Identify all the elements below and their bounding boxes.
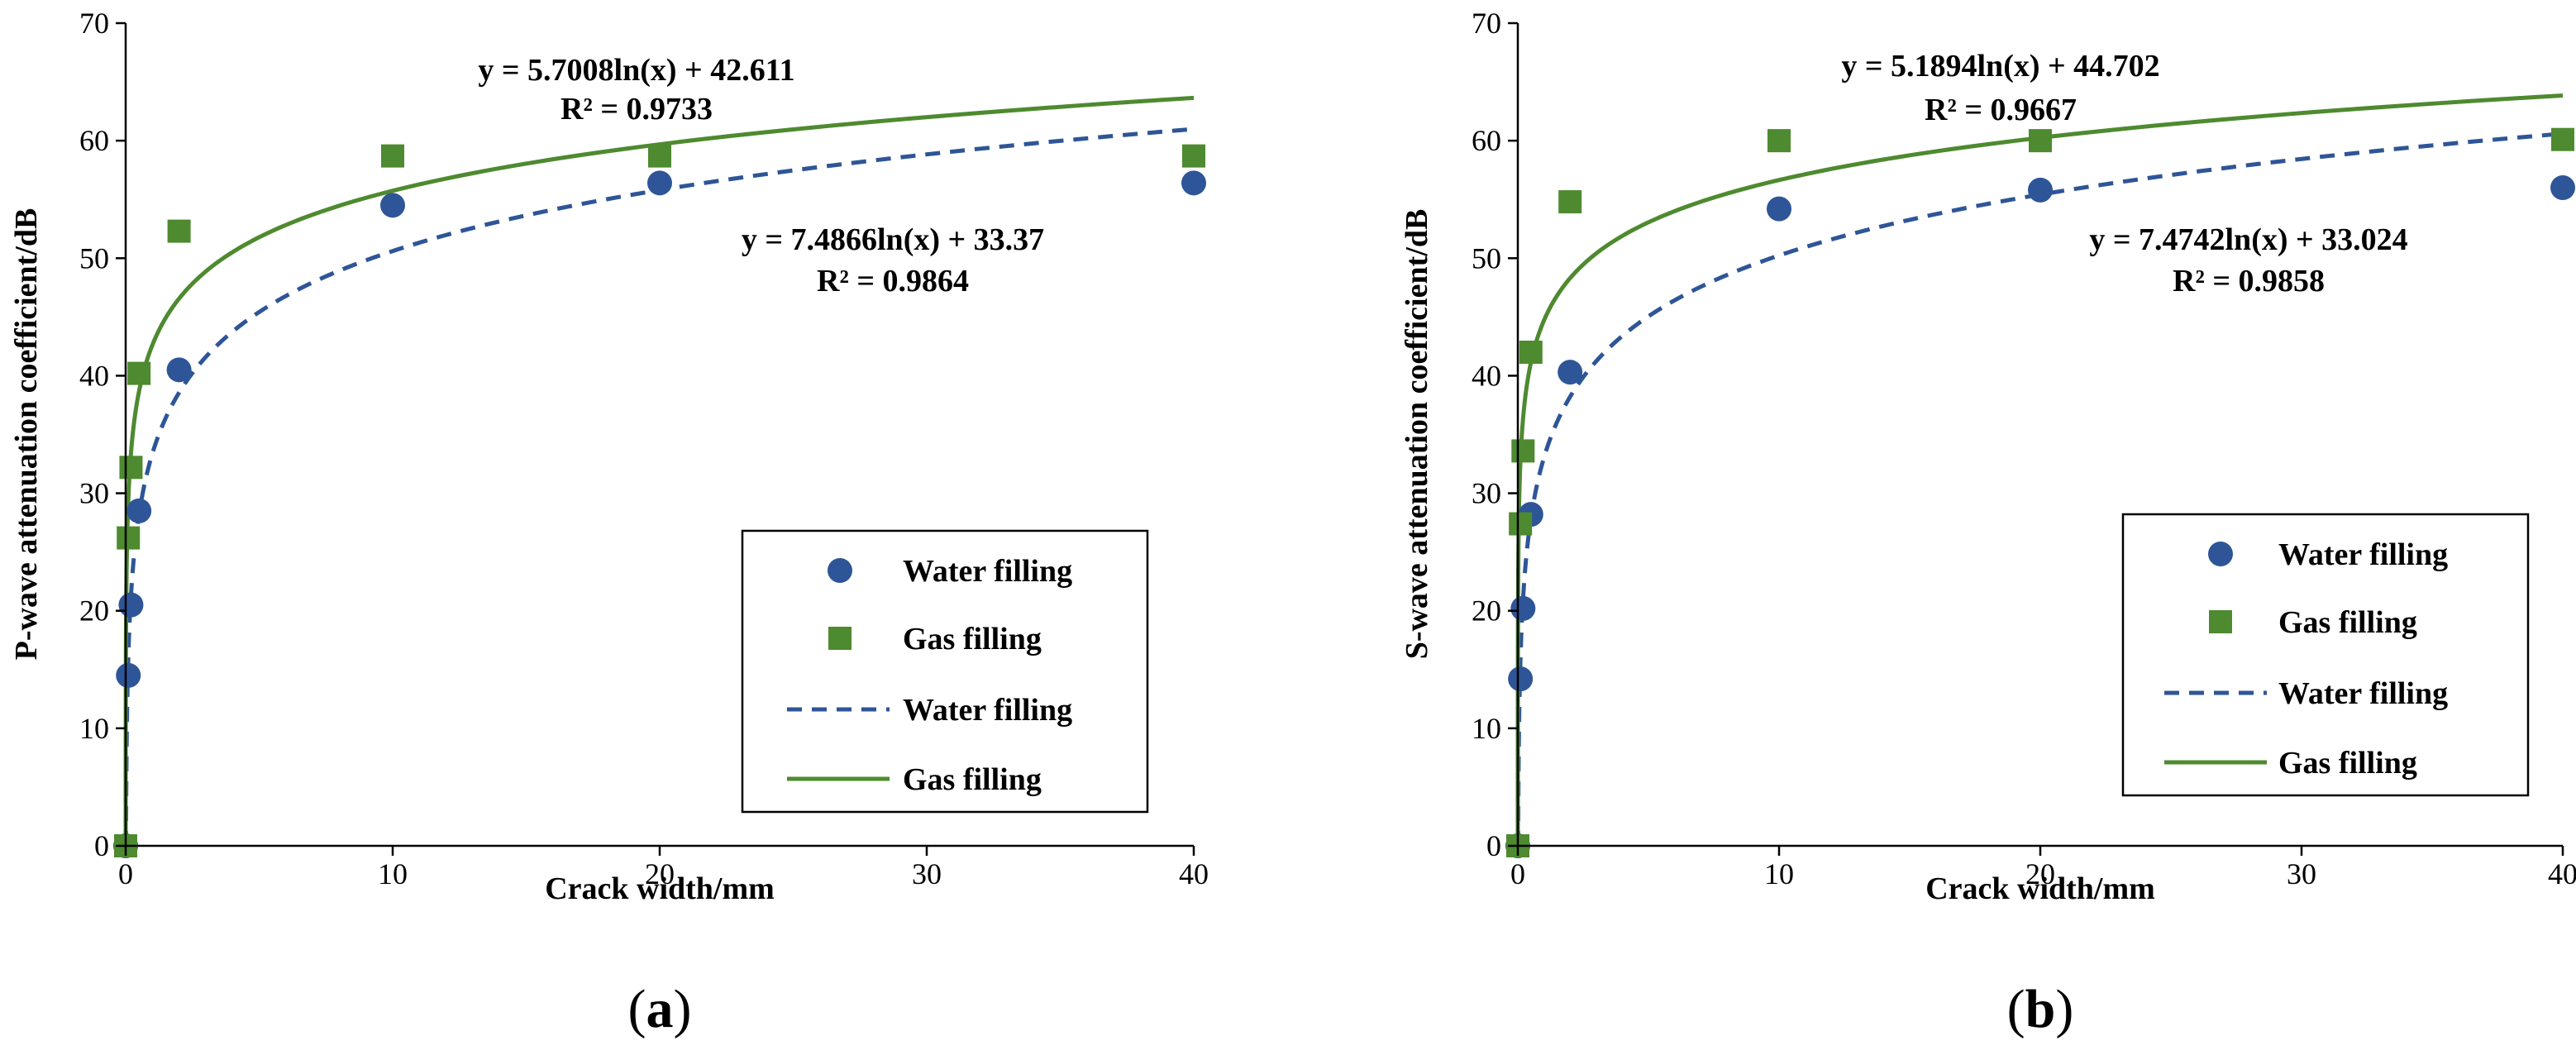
water-point — [116, 662, 141, 688]
y-tick-label: 50 — [1472, 241, 1501, 274]
x-tick-label: 30 — [2287, 857, 2316, 890]
x-axis-title: Crack width/mm — [545, 871, 775, 906]
gas-fit-r2: R² = 0.9667 — [1925, 93, 2077, 127]
y-tick-label: 20 — [1472, 594, 1501, 628]
legend-label-gas-points: Gas filling — [2278, 605, 2417, 640]
gas-fit-r2: R² = 0.9733 — [561, 92, 713, 127]
y-tick-label: 0 — [94, 829, 109, 862]
axis-ticks: 0 10 20 30 40 50 60 70 0 10 20 30 40 — [1472, 7, 2576, 890]
y-tick-label: 0 — [1486, 829, 1501, 862]
water-fit-curve — [123, 127, 1195, 847]
y-tick-label: 60 — [79, 124, 109, 157]
x-tick-label: 0 — [1510, 857, 1525, 890]
gas-point — [1767, 129, 1791, 153]
gas-point — [117, 526, 141, 550]
gas-point — [119, 456, 143, 480]
water-point — [2550, 175, 2575, 200]
y-tick-label: 20 — [79, 594, 109, 628]
legend-water-marker — [828, 558, 852, 583]
x-tick-label: 10 — [378, 857, 408, 890]
y-tick-label: 50 — [79, 241, 109, 274]
panel-label-a: (a) — [628, 979, 692, 1039]
gas-fit-equation: y = 5.1894ln(x) + 44.702 — [1841, 49, 2159, 84]
water-point — [1767, 196, 1791, 222]
y-tick-label: 10 — [79, 712, 109, 745]
gas-point — [1511, 439, 1535, 463]
x-tick-label: 40 — [2548, 857, 2576, 890]
water-point — [380, 193, 405, 218]
y-tick-label: 40 — [79, 359, 109, 392]
gas-point — [2029, 129, 2052, 153]
water-fit-r2: R² = 0.9858 — [2173, 264, 2325, 298]
legend-gas-marker — [2209, 610, 2232, 633]
axis-ticks: 0 10 20 30 40 50 60 70 0 10 20 30 40 — [79, 7, 1209, 890]
water-fit-equation: y = 7.4742ln(x) + 33.024 — [2089, 222, 2407, 257]
water-point — [1508, 666, 1534, 692]
water-point — [126, 498, 152, 523]
gas-point — [2551, 127, 2574, 151]
x-axis-title: Crack width/mm — [1925, 871, 2155, 906]
x-tick-label: 10 — [1764, 857, 1794, 890]
gas-point — [648, 144, 671, 168]
x-tick-label: 20 — [645, 857, 675, 890]
legend-gas-marker — [828, 627, 852, 650]
y-axis-title: S-wave attenuation coefficient/dB — [1400, 209, 1434, 660]
water-point — [166, 357, 192, 383]
y-axis-title: P-wave attenuation coefficient/dB — [9, 208, 44, 661]
y-tick-label: 10 — [1472, 712, 1501, 745]
legend-label-gas-points: Gas filling — [903, 622, 1042, 656]
legend-label-water-points: Water filling — [2278, 537, 2448, 572]
gas-point — [1509, 512, 1533, 536]
gas-point — [1558, 190, 1582, 214]
panel-label-b: (b) — [2007, 979, 2074, 1039]
legend-label-water-points: Water filling — [903, 554, 1072, 589]
water-point — [2028, 177, 2053, 203]
x-tick-label: 0 — [118, 857, 133, 890]
water-point — [118, 592, 144, 618]
x-tick-label: 20 — [2025, 857, 2055, 890]
legend-water-marker — [2208, 542, 2233, 566]
gas-fit-equation: y = 5.7008ln(x) + 42.611 — [478, 53, 794, 88]
gas-point — [381, 144, 404, 168]
data-marks — [1505, 93, 2575, 858]
y-tick-label: 60 — [1472, 124, 1501, 157]
legend-label-water-fit: Water filling — [2278, 676, 2448, 711]
water-point — [1558, 360, 1583, 385]
legend-box — [741, 529, 1149, 814]
y-tick-label: 30 — [79, 477, 109, 510]
gas-point — [127, 361, 151, 385]
legend-label-gas-fit: Gas filling — [2278, 746, 2417, 781]
water-point — [647, 170, 672, 196]
water-point — [1510, 595, 1536, 621]
y-tick-label: 40 — [1472, 359, 1501, 392]
legend-label-gas-fit: Gas filling — [903, 762, 1042, 797]
x-tick-label: 40 — [1179, 857, 1209, 890]
water-fit-r2: R² = 0.9864 — [817, 264, 969, 298]
legend: Water filling Gas filling Water filling … — [741, 529, 1149, 814]
gas-point — [1182, 144, 1205, 168]
x-tick-label: 30 — [912, 857, 942, 890]
water-point — [1181, 170, 1206, 196]
water-fit-equation: y = 7.4866ln(x) + 33.37 — [742, 222, 1044, 257]
y-tick-label: 70 — [1472, 7, 1501, 40]
legend-box — [2121, 513, 2530, 797]
gas-point — [167, 219, 191, 243]
gas-point — [1519, 341, 1543, 364]
y-tick-label: 70 — [79, 7, 109, 40]
legend-label-water-fit: Water filling — [903, 693, 1072, 728]
y-tick-label: 30 — [1472, 477, 1501, 510]
legend: Water filling Gas filling Water filling … — [2121, 513, 2530, 797]
water-fit-curve — [1515, 131, 2564, 847]
